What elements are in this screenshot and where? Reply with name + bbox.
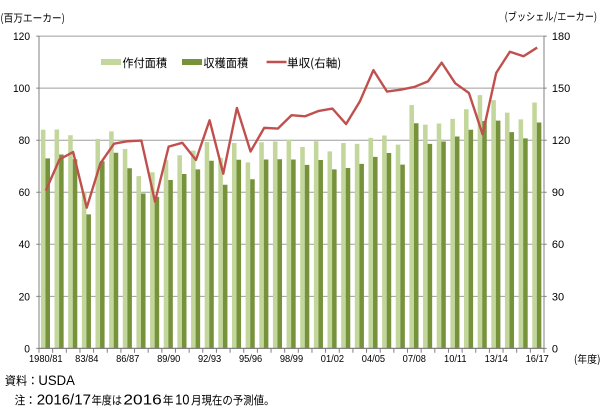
svg-text:89/90: 89/90 [157, 354, 180, 365]
svg-text:180: 180 [552, 31, 570, 43]
svg-text:40: 40 [19, 239, 30, 251]
svg-text:120: 120 [552, 135, 570, 147]
svg-text:04/05: 04/05 [362, 354, 385, 365]
svg-text:0: 0 [552, 343, 558, 355]
svg-text:10/11: 10/11 [444, 354, 467, 365]
svg-text:30: 30 [552, 291, 564, 303]
svg-text:13/14: 13/14 [485, 354, 509, 365]
svg-text:2016/17: 2016/17 [37, 392, 91, 409]
svg-text:10: 10 [175, 390, 189, 407]
svg-text:80: 80 [19, 135, 30, 147]
svg-text:16/17: 16/17 [526, 354, 549, 365]
svg-text:95/96: 95/96 [239, 354, 262, 365]
svg-text:2016: 2016 [123, 392, 161, 408]
svg-text:90: 90 [552, 187, 564, 199]
svg-text:100: 100 [13, 83, 30, 95]
svg-text:07/08: 07/08 [403, 354, 426, 365]
svg-text:92/93: 92/93 [198, 354, 221, 365]
svg-text:1980/81: 1980/81 [29, 354, 63, 365]
svg-text:60: 60 [552, 239, 564, 251]
svg-text:60: 60 [19, 187, 30, 199]
svg-text:USDA: USDA [38, 373, 75, 388]
svg-text:120: 120 [13, 31, 30, 43]
svg-text:150: 150 [552, 83, 570, 95]
svg-text:01/02: 01/02 [321, 354, 344, 365]
svg-text:83/84: 83/84 [75, 354, 99, 365]
svg-text:20: 20 [19, 291, 30, 303]
svg-text:0: 0 [24, 343, 30, 355]
svg-text:86/87: 86/87 [116, 354, 139, 365]
svg-text:98/99: 98/99 [280, 354, 303, 365]
